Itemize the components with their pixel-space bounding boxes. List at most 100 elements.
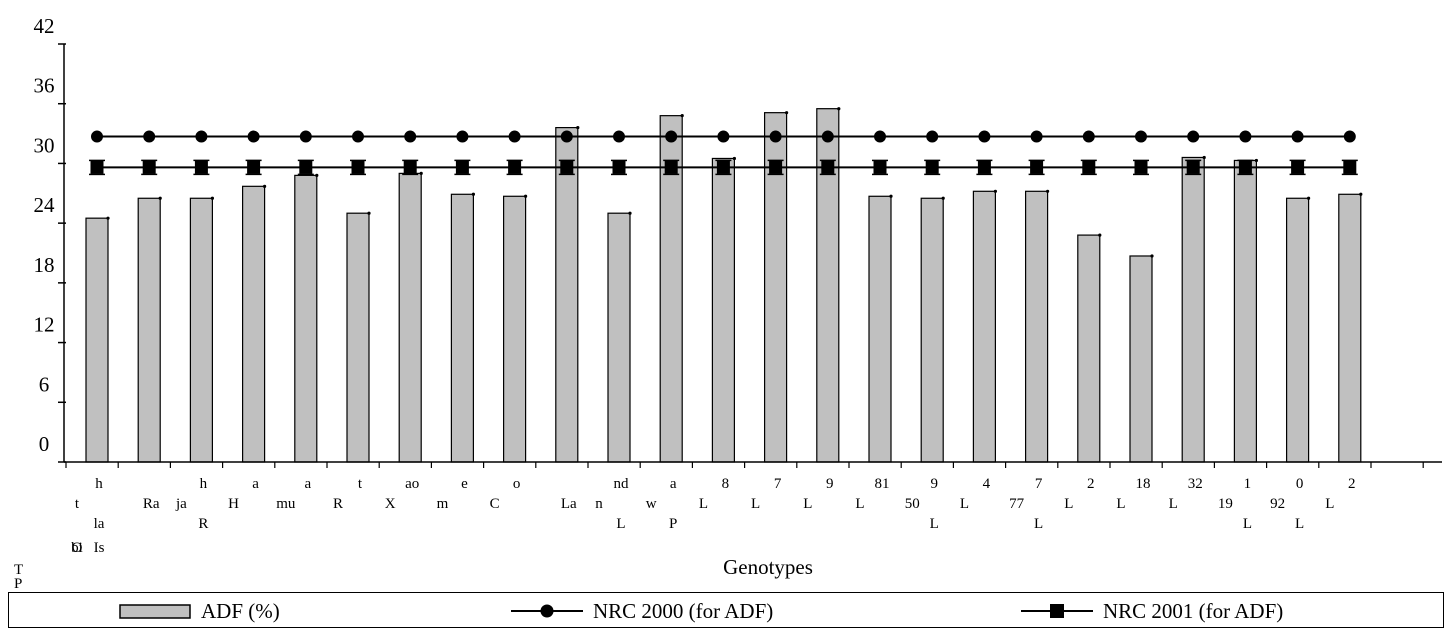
x-tick-label: 9 xyxy=(826,476,834,492)
nrc2001-point xyxy=(1343,160,1357,174)
adf-bar-corner-marker xyxy=(732,156,737,161)
x-tick-label: a xyxy=(670,476,677,492)
x-tick-label: la xyxy=(94,516,105,532)
x-tick-label: 2 xyxy=(1087,476,1095,492)
x-tick-label: 7 xyxy=(774,476,782,492)
nrc2000-point xyxy=(1082,130,1095,143)
adf-bar xyxy=(1181,156,1205,463)
nrc2000-point xyxy=(874,130,886,143)
adf-bar-corner-marker xyxy=(628,211,632,215)
x-tick-label: mu xyxy=(276,496,296,512)
adf-bar xyxy=(503,195,527,463)
nrc2001-point xyxy=(977,160,991,174)
nrc2000-point xyxy=(665,130,678,143)
x-tick-label: Is xyxy=(94,540,105,556)
x-tick-label: 19 xyxy=(1218,496,1233,512)
y-tick-label: 30 xyxy=(34,133,55,157)
adf-bar xyxy=(1338,193,1362,463)
adf-bar-corner-marker xyxy=(941,196,945,200)
x-tick-label: a xyxy=(252,476,259,492)
nrc2001-point xyxy=(925,160,939,174)
adf-bar-corner-marker xyxy=(1150,254,1154,258)
adf-bar-corner-marker xyxy=(1202,155,1206,160)
x-tick-label: 18 xyxy=(1136,476,1151,492)
x-tick-label: Ra xyxy=(143,496,160,512)
x-tick-label: e xyxy=(461,476,468,492)
nrc2000-point xyxy=(1291,130,1304,143)
x-tick-label: L xyxy=(699,496,708,512)
adf-bar xyxy=(294,174,318,463)
nrc2001-point xyxy=(142,160,156,174)
nrc2000-point xyxy=(404,130,417,143)
y-tick-label: 6 xyxy=(39,372,50,396)
nrc2000-point xyxy=(1343,130,1356,143)
nrc2000-point xyxy=(769,130,782,143)
y-tick-label: 0 xyxy=(39,432,50,456)
legend-item-adf: ADF (%) xyxy=(119,593,280,629)
x-tick-label: nd xyxy=(614,476,630,492)
x-tick-label: L xyxy=(1034,516,1043,532)
x-tick-label: n xyxy=(595,496,603,512)
x-tick-label: w xyxy=(646,496,657,512)
x-tick-label: L xyxy=(1295,516,1304,532)
nrc2001-point xyxy=(403,160,417,174)
x-tick-label: 32 xyxy=(1188,476,1203,492)
x-tick-label: L xyxy=(803,496,812,512)
legend: ADF (%) NRC 2000 (for ADF) NRC 2001 (for… xyxy=(8,592,1444,628)
x-axis-title: Genotypes xyxy=(723,555,813,579)
x-tick-label: 77 xyxy=(1009,496,1025,512)
adf-bar-corner-marker xyxy=(1098,233,1102,237)
adf-bar-corner-marker xyxy=(680,114,684,118)
x-tick-label: L xyxy=(855,496,864,512)
nrc2000-point xyxy=(299,130,312,143)
x-tick-label: ja xyxy=(175,496,187,512)
x-stray-label: P xyxy=(14,576,22,590)
nrc2000-point xyxy=(1135,130,1147,143)
nrc2001-point xyxy=(247,160,261,174)
adf-bar-corner-marker xyxy=(471,192,475,196)
adf-bar-corner-marker xyxy=(1254,158,1258,163)
adf-bar xyxy=(85,217,109,463)
x-tick-label: 50 xyxy=(905,496,920,512)
x-tick-label: 2 xyxy=(1348,476,1356,492)
x-tick-label: L xyxy=(1325,496,1334,512)
adf-bar xyxy=(1077,234,1101,463)
nrc2001-point xyxy=(1186,160,1200,174)
nrc2001-point xyxy=(508,160,522,174)
nrc2000-point xyxy=(1239,130,1252,143)
nrc2001-point xyxy=(1291,160,1305,174)
x-tick-label: L xyxy=(751,496,760,512)
nrc2000-point xyxy=(613,130,625,143)
x-tick-label: 4 xyxy=(983,476,991,492)
reference-lines xyxy=(89,130,1358,176)
adf-bar xyxy=(450,193,474,463)
x-tick-label: X xyxy=(385,496,396,512)
nrc2000-point xyxy=(717,130,730,143)
adf-bar-corner-marker xyxy=(367,211,371,215)
adf-bar xyxy=(346,212,370,463)
adf-bar-corner-marker xyxy=(419,171,423,175)
nrc2000-point xyxy=(1030,130,1043,143)
nrc2000-point xyxy=(978,130,991,143)
nrc2000-point xyxy=(143,130,156,143)
adf-bar xyxy=(1233,159,1258,463)
x-tick-label: t xyxy=(75,496,80,512)
adf-bar-corner-marker xyxy=(785,111,789,115)
y-tick-label: 36 xyxy=(34,74,55,98)
nrc2001-point xyxy=(664,160,678,174)
adf-bar-corner-marker xyxy=(993,189,998,193)
x-stray-label: T xyxy=(14,562,23,578)
nrc2000-point xyxy=(1187,130,1200,143)
adf-bar-corner-marker xyxy=(1046,189,1050,193)
legend-item-nrc2000: NRC 2000 (for ADF) xyxy=(511,593,773,629)
nrc2000-point xyxy=(560,130,573,143)
adf-bar-corner-marker xyxy=(1307,196,1311,200)
adf-bar xyxy=(1285,197,1310,463)
x-tick-label: h xyxy=(200,476,208,492)
nrc2001-point xyxy=(194,160,208,174)
nrc2000-point xyxy=(91,130,103,143)
x-tick-label: t xyxy=(358,476,363,492)
x-tick-label: L xyxy=(1243,516,1252,532)
x-tick-label: H xyxy=(228,496,239,512)
y-tick-label: 42 xyxy=(34,14,55,38)
